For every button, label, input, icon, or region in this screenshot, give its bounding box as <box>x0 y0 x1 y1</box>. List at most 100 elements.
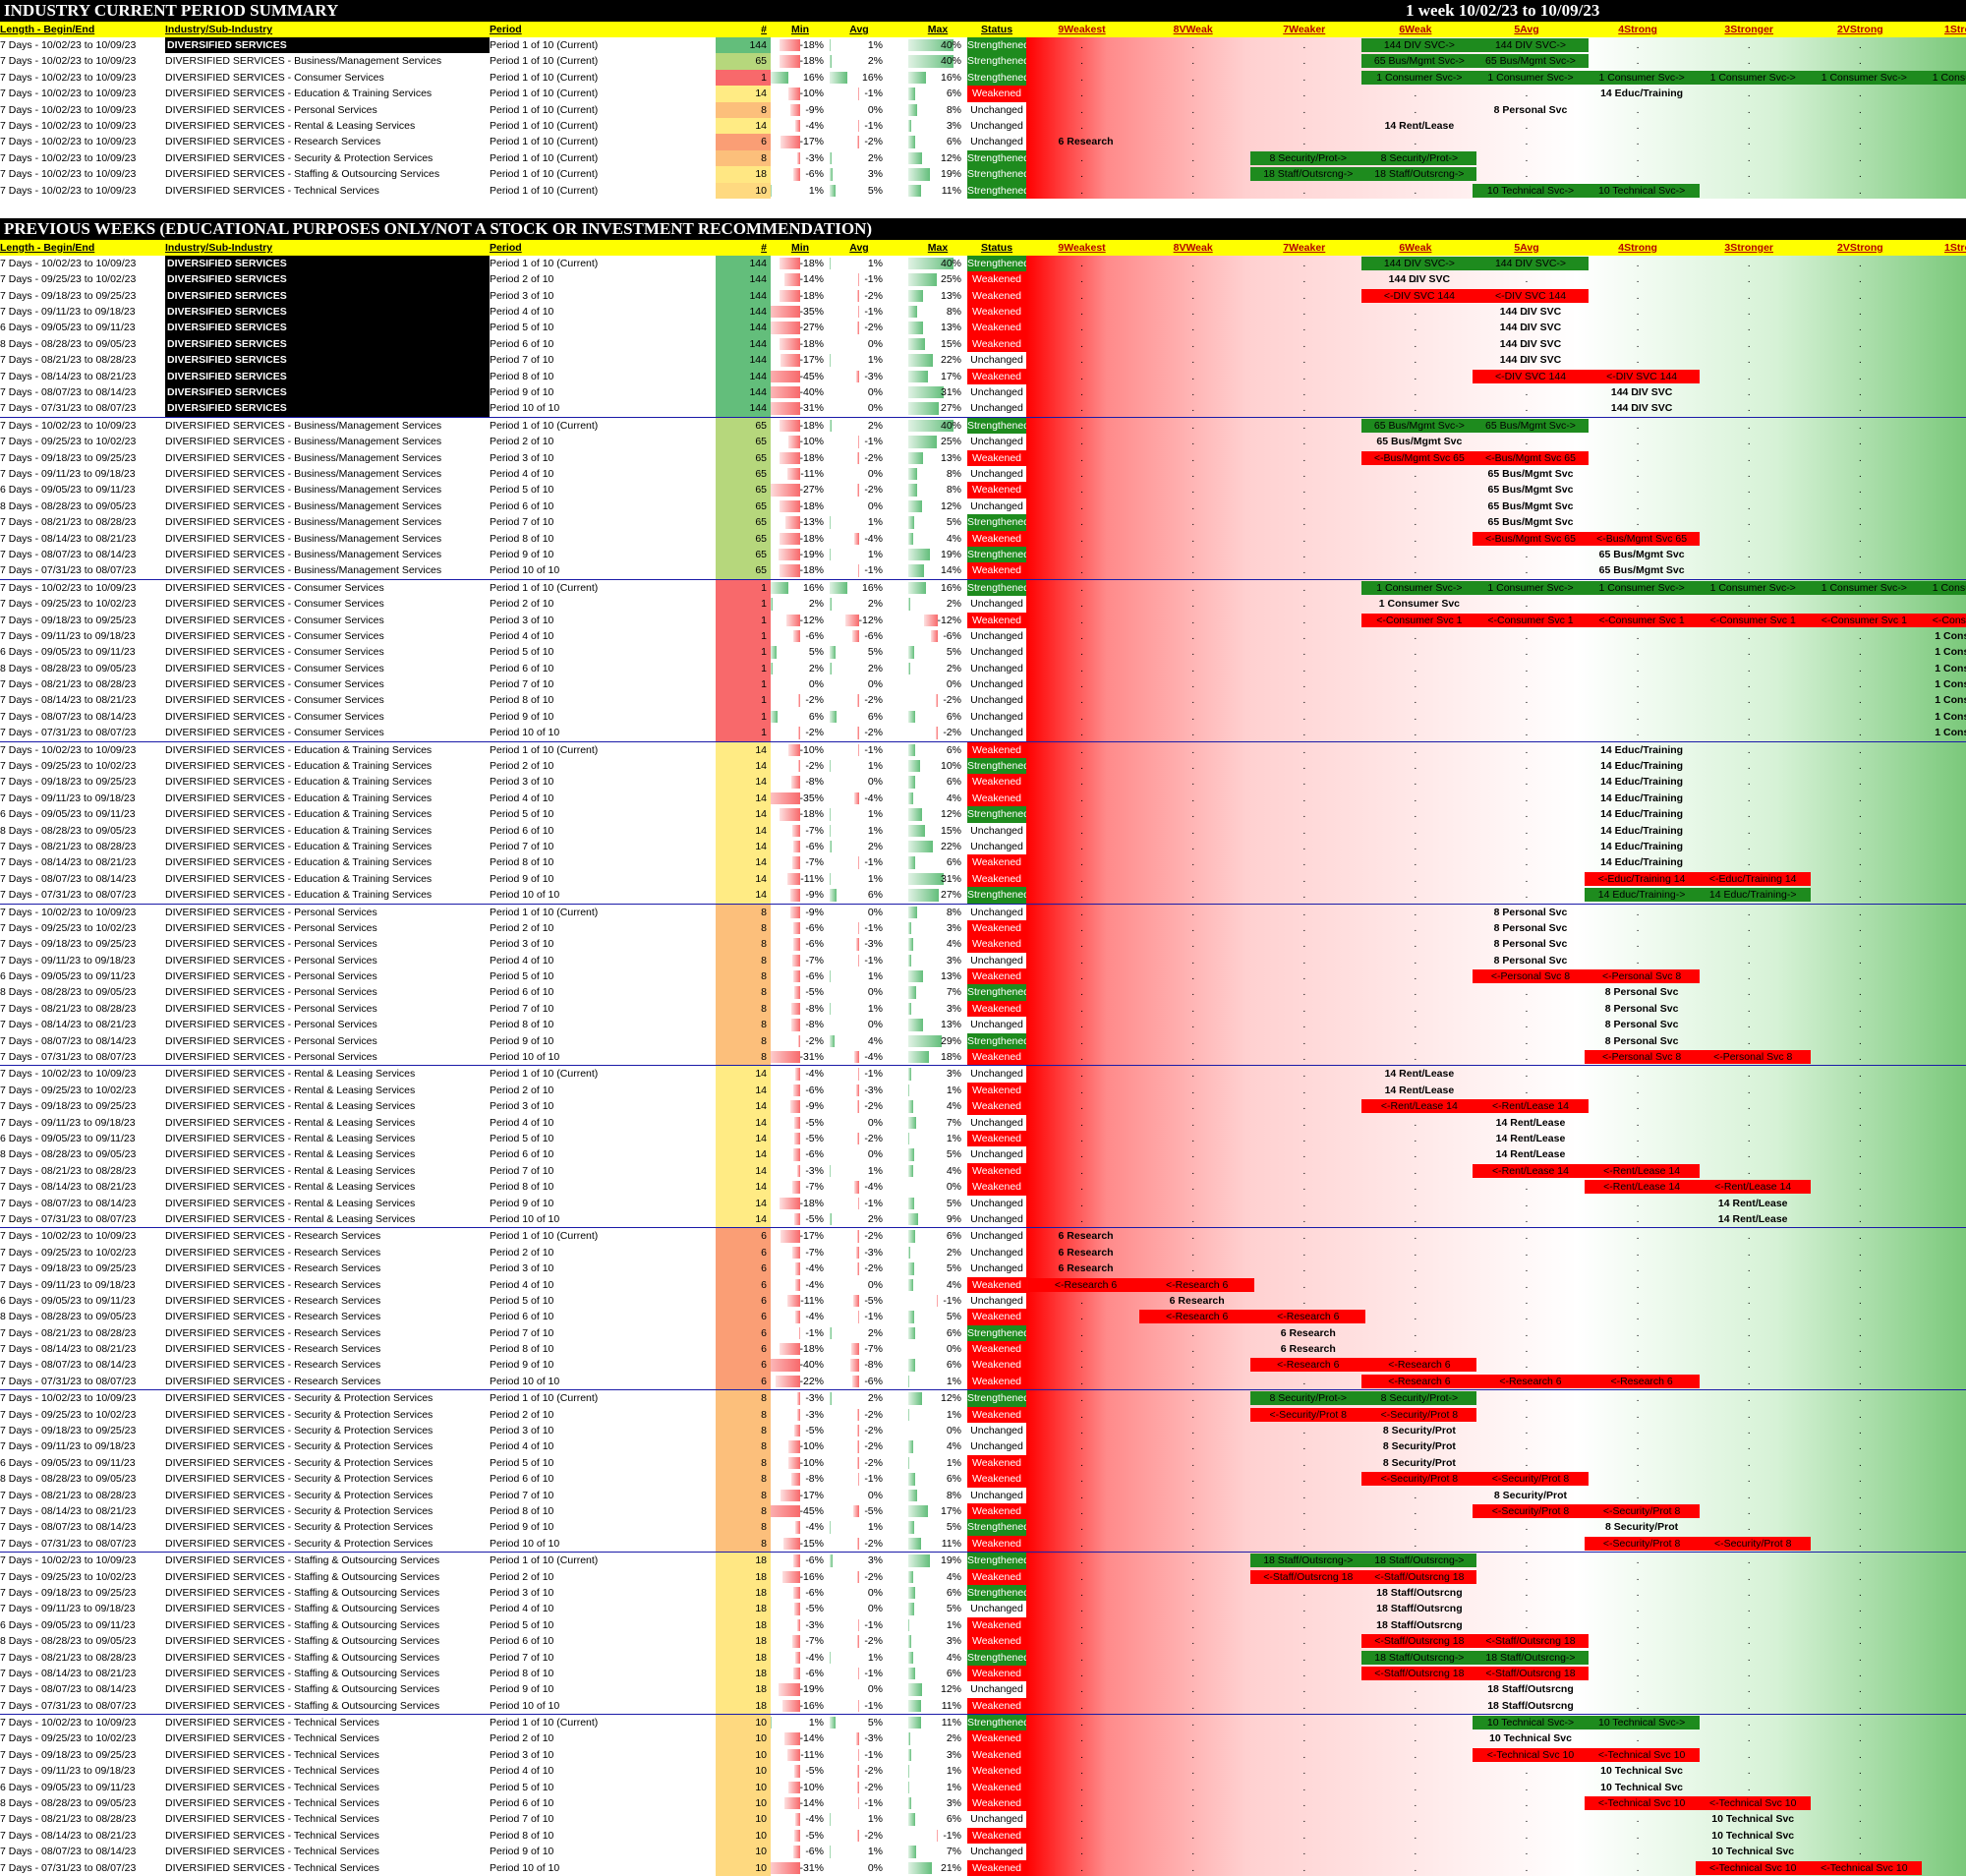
status-badge: Weakened <box>967 1730 1026 1747</box>
row-length: 7 Days - 08/07/23 to 08/14/23 <box>0 872 137 885</box>
row-count: 65 <box>716 546 771 563</box>
table-row: 7 Days - 10/02/23 to 10/09/23 DIVERSIFIED… <box>0 255 1966 272</box>
row-count: 10 <box>716 1811 771 1828</box>
scale-dot: . <box>1636 856 1640 869</box>
position-chip: 65 Bus/Mgmt Svc <box>1376 436 1463 448</box>
table-row: 7 Days - 08/21/23 to 08/28/23 DIVERSIFIED… <box>0 1487 1966 1503</box>
scale-dot: . <box>1080 1765 1084 1778</box>
row-min-bar <box>796 151 800 165</box>
scale-dot: . <box>1747 1521 1751 1534</box>
scale-dot: . <box>1191 1343 1195 1356</box>
scale-dot: . <box>1080 1326 1084 1339</box>
row-spacer <box>889 984 908 1000</box>
scale-dot: . <box>1916 1795 1966 1811</box>
row-min-value: -4% <box>805 1521 824 1534</box>
scale-dot: . <box>1636 1212 1640 1225</box>
row-count: 14 <box>716 1195 771 1211</box>
row-avg-bar <box>853 1504 859 1518</box>
row-avg: 2% <box>830 150 889 166</box>
row-max: 8% <box>908 905 967 920</box>
row-max-bar <box>908 499 922 513</box>
scale-dot: . <box>1080 614 1084 626</box>
row-length: 6 Days - 09/05/23 to 09/11/23 <box>0 1618 136 1631</box>
row-min-value: -17% <box>799 354 824 367</box>
scale-dot: . <box>1080 791 1084 804</box>
scale-dot: . <box>1636 1683 1640 1696</box>
scale-dot: . <box>1080 88 1084 100</box>
row-max-bar <box>908 646 914 659</box>
scale-dot: . <box>1916 1083 1966 1098</box>
scale-dot: . <box>1747 1068 1751 1081</box>
row-min-bar <box>791 1246 800 1260</box>
scale-dot: . <box>1191 872 1195 885</box>
scale-dot: . <box>1302 1748 1306 1761</box>
row-min-bar <box>794 1829 800 1843</box>
position-chip: 144 DIV SVC <box>1610 402 1673 415</box>
row-max: 11% <box>908 183 967 199</box>
row-avg-bar <box>856 1408 859 1422</box>
row-max-value: 1% <box>946 1133 961 1144</box>
row-min-value: -22% <box>799 1375 824 1387</box>
row-period: Period 4 of 10 <box>490 1765 554 1778</box>
row-max: 6% <box>908 1471 967 1487</box>
scale-dot: . <box>1302 1537 1306 1550</box>
scale-dot: . <box>1080 1311 1084 1323</box>
position-chip: 18 Staff/Outsrcng <box>1376 1603 1463 1615</box>
row-spacer <box>889 839 908 854</box>
scale-dot: . <box>1747 337 1751 350</box>
scale-dot: . <box>1080 986 1084 999</box>
row-max: 6% <box>908 742 967 758</box>
row-period: Period 3 of 10 <box>490 1748 554 1761</box>
scale-dot: . <box>1916 86 1966 101</box>
scale-dot: . <box>1636 1732 1640 1745</box>
scale-dot: . <box>1414 840 1417 852</box>
scale-dot: . <box>1080 743 1084 756</box>
row-max: 4% <box>908 1277 967 1293</box>
row-avg: -2% <box>830 1828 889 1844</box>
row-count: 18 <box>716 1681 771 1698</box>
row-industry: DIVERSIFIED SERVICES - Staffing & Outsou… <box>165 168 440 181</box>
scale-dot: . <box>1636 1068 1640 1081</box>
row-avg-bar <box>830 1392 833 1405</box>
row-min: 0% <box>771 676 830 692</box>
row-min-bar <box>789 889 800 902</box>
row-min: -18% <box>771 37 830 53</box>
status-badge: Strengthened <box>967 806 1026 823</box>
scale-dot: . <box>1080 1635 1084 1648</box>
row-avg-bar <box>857 1197 859 1209</box>
row-spacer <box>889 613 908 628</box>
row-min-value: -6% <box>805 1846 824 1858</box>
row-min-bar <box>789 906 800 918</box>
row-spacer <box>889 369 908 384</box>
scale-dot: . <box>1302 970 1306 983</box>
row-min: -10% <box>771 1438 830 1454</box>
scale-dot: . <box>1302 1667 1306 1679</box>
row-length: 7 Days - 08/21/23 to 08/28/23 <box>0 1002 137 1015</box>
scale-dot: . <box>1525 119 1529 132</box>
scale-header-7: 2VStrong <box>1836 24 1883 35</box>
position-chip: <-Rent/Lease 14 <box>1584 1180 1700 1195</box>
row-industry: DIVERSIFIED SERVICES - Research Services <box>165 1343 381 1356</box>
scale-dot: . <box>1191 824 1195 837</box>
row-min-value: -8% <box>805 1473 824 1486</box>
scale-dot: . <box>1858 1473 1862 1486</box>
row-period: Period 2 of 10 <box>490 273 554 286</box>
row-length: 7 Days - 09/25/23 to 10/02/23 <box>0 760 137 773</box>
scale-dot: . <box>1747 1311 1751 1323</box>
row-length: 7 Days - 07/31/23 to 08/07/23 <box>0 1051 137 1064</box>
row-max: 13% <box>908 1017 967 1032</box>
row-max: 5% <box>908 1146 967 1162</box>
scale-dot: . <box>1747 791 1751 804</box>
row-min-value: 16% <box>802 71 824 84</box>
scale-dot: . <box>1414 1230 1417 1243</box>
row-max-value: 5% <box>946 1603 961 1615</box>
scale-dot: . <box>1858 370 1862 382</box>
scale-dot: . <box>1525 646 1529 659</box>
table-row: 7 Days - 09/18/23 to 09/25/23 DIVERSIFIED… <box>0 1584 1966 1602</box>
row-spacer <box>889 1001 908 1017</box>
row-avg: 0% <box>830 336 889 352</box>
row-avg: -8% <box>830 1357 889 1373</box>
row-min-value: -17% <box>799 1230 824 1243</box>
scale-dot: . <box>1191 954 1195 967</box>
row-avg-bar <box>857 436 859 448</box>
